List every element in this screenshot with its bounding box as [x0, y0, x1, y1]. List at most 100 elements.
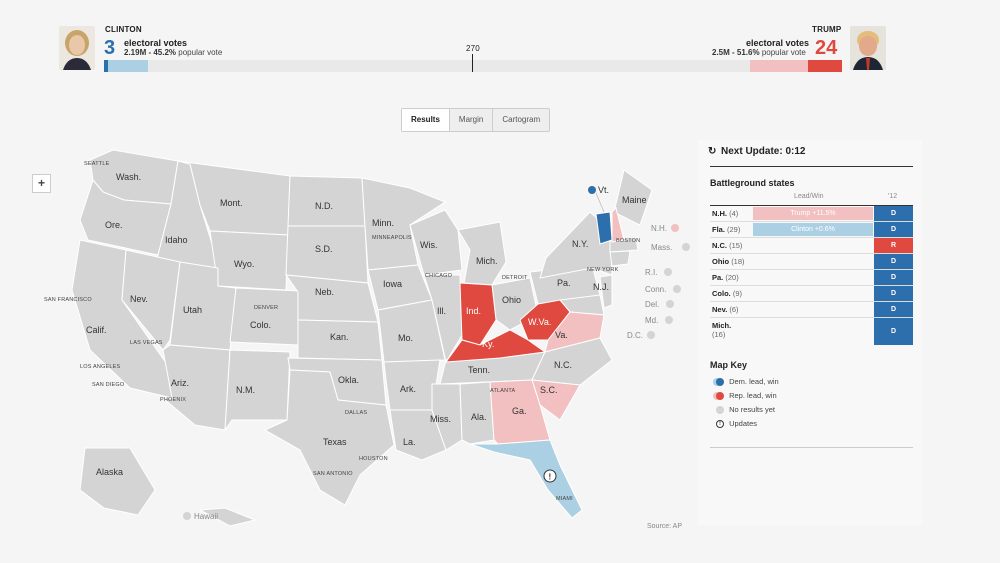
trump-bar-fill	[808, 60, 842, 72]
label-miss: Miss.	[430, 414, 451, 424]
label-wyo: Wyo.	[234, 259, 254, 269]
state-ala[interactable]	[459, 381, 495, 445]
label-wva: W.Va.	[528, 317, 551, 327]
state-ill[interactable]	[423, 274, 463, 364]
state-minn[interactable]	[361, 177, 447, 271]
city-phoenix: PHOENIX	[160, 397, 186, 403]
result-2012-cell: D	[874, 286, 913, 301]
table-row[interactable]: Pa. (20) D	[710, 269, 913, 285]
state-nh[interactable]	[611, 207, 625, 243]
dot-ri	[664, 268, 672, 276]
label-ala: Ala.	[471, 412, 487, 422]
city-lv: LAS VEGAS	[130, 340, 163, 346]
dot-conn	[673, 285, 681, 293]
state-va[interactable]	[544, 311, 605, 353]
label-minn: Minn.	[372, 218, 394, 228]
city-chicago: CHICAGO	[425, 273, 453, 279]
city-sf: SAN FRANCISCO	[44, 297, 92, 303]
table-row[interactable]: N.H. (4) Trump +11.5% D	[710, 205, 913, 221]
state-wis[interactable]	[409, 209, 463, 276]
clinton-photo	[59, 26, 95, 70]
city-minneapolis: MINNEAPOLIS	[372, 235, 412, 241]
state-la[interactable]	[389, 409, 447, 461]
tab-cartogram[interactable]: Cartogram	[502, 115, 541, 124]
dot-hawaii	[183, 512, 191, 520]
state-mo[interactable]	[377, 299, 446, 363]
state-hawaii[interactable]	[198, 507, 257, 527]
table-row[interactable]: Ohio (18) D	[710, 253, 913, 269]
lead-cell: Trump +11.5%	[753, 207, 873, 220]
no-results-swatch-icon	[716, 406, 724, 415]
clinton-ev-label: electoral votes	[124, 38, 188, 48]
city-miami: MIAMI	[556, 496, 573, 502]
update-marker-icon: !	[716, 420, 724, 429]
state-fla[interactable]	[469, 439, 583, 519]
city-denver: DENVER	[254, 305, 278, 311]
label-texas: Texas	[323, 437, 347, 447]
table-row[interactable]: N.C. (15) R	[710, 237, 913, 253]
label-mass: Mass.	[651, 243, 672, 252]
state-maine[interactable]	[613, 169, 653, 226]
state-texas[interactable]	[263, 369, 395, 506]
key-updates: ! Updates	[716, 419, 757, 429]
dot-mass	[682, 243, 690, 251]
column-lead: Lead/Win	[794, 193, 824, 200]
state-ind[interactable]	[459, 282, 497, 346]
city-houston: HOUSTON	[359, 456, 388, 462]
label-mont: Mont.	[220, 198, 243, 208]
label-wis: Wis.	[420, 240, 438, 250]
state-miss[interactable]	[431, 383, 463, 451]
result-2012-cell: D	[874, 302, 913, 317]
state-colo[interactable]	[229, 287, 301, 346]
label-md: Md.	[645, 316, 658, 325]
state-alaska[interactable]	[79, 447, 156, 516]
label-va: Va.	[555, 330, 568, 340]
label-alaska: Alaska	[96, 467, 123, 477]
threshold-label: 270	[466, 44, 480, 53]
map-key-title: Map Key	[710, 360, 748, 370]
state-mich[interactable]	[457, 221, 507, 286]
state-ky[interactable]	[444, 329, 547, 363]
update-marker-icon[interactable]: !	[543, 469, 557, 483]
city-sa: SAN ANTONIO	[313, 471, 353, 477]
result-2012-cell: D	[874, 270, 913, 285]
table-row[interactable]: Nev. (6) D	[710, 301, 913, 317]
label-conn: Conn.	[645, 285, 666, 294]
key-rep: Rep. lead, win	[716, 391, 777, 401]
result-2012-cell: D	[874, 206, 913, 221]
divider	[710, 166, 913, 167]
state-nc[interactable]	[531, 337, 613, 386]
zoom-in-button[interactable]: +	[32, 174, 51, 193]
threshold-line	[472, 54, 473, 72]
label-ri: R.I.	[645, 268, 657, 277]
state-nev[interactable]	[121, 249, 181, 351]
dot-del	[666, 300, 674, 308]
dem-swatch-icon	[716, 378, 724, 387]
trump-lead-fill	[750, 60, 808, 72]
label-nh: N.H.	[651, 224, 667, 233]
dot-nh	[671, 224, 679, 232]
refresh-icon[interactable]: ↻	[708, 146, 717, 157]
result-2012-cell: D	[874, 222, 913, 237]
table-row[interactable]: Mich. (16) D	[710, 317, 913, 345]
label-colo: Colo.	[250, 320, 271, 330]
label-ore: Ore.	[105, 220, 123, 230]
state-nm[interactable]	[224, 349, 291, 432]
state-nj[interactable]	[599, 274, 613, 309]
trump-popular-vote: 2.5M - 51.6% popular vote	[712, 48, 806, 57]
label-idaho: Idaho	[165, 235, 188, 245]
view-tabs: Results Margin Cartogram	[401, 108, 551, 132]
tab-margin[interactable]: Margin	[450, 109, 494, 131]
label-mo: Mo.	[398, 333, 413, 343]
label-ark: Ark.	[400, 384, 416, 394]
us-election-map: Wash. Ore. Calif. Idaho Nev. Mont. Wyo. …	[44, 149, 690, 530]
label-wash: Wash.	[116, 172, 141, 182]
label-iowa: Iowa	[383, 279, 402, 289]
state-sd[interactable]	[285, 225, 369, 284]
clinton-bar-fill	[104, 60, 108, 72]
state-conn[interactable]	[609, 250, 631, 267]
dot-md	[665, 316, 673, 324]
tab-results[interactable]: Results	[402, 109, 450, 131]
table-row[interactable]: Colo. (9) D	[710, 285, 913, 301]
table-row[interactable]: Fla. (29) Clinton +0.6% D	[710, 221, 913, 237]
